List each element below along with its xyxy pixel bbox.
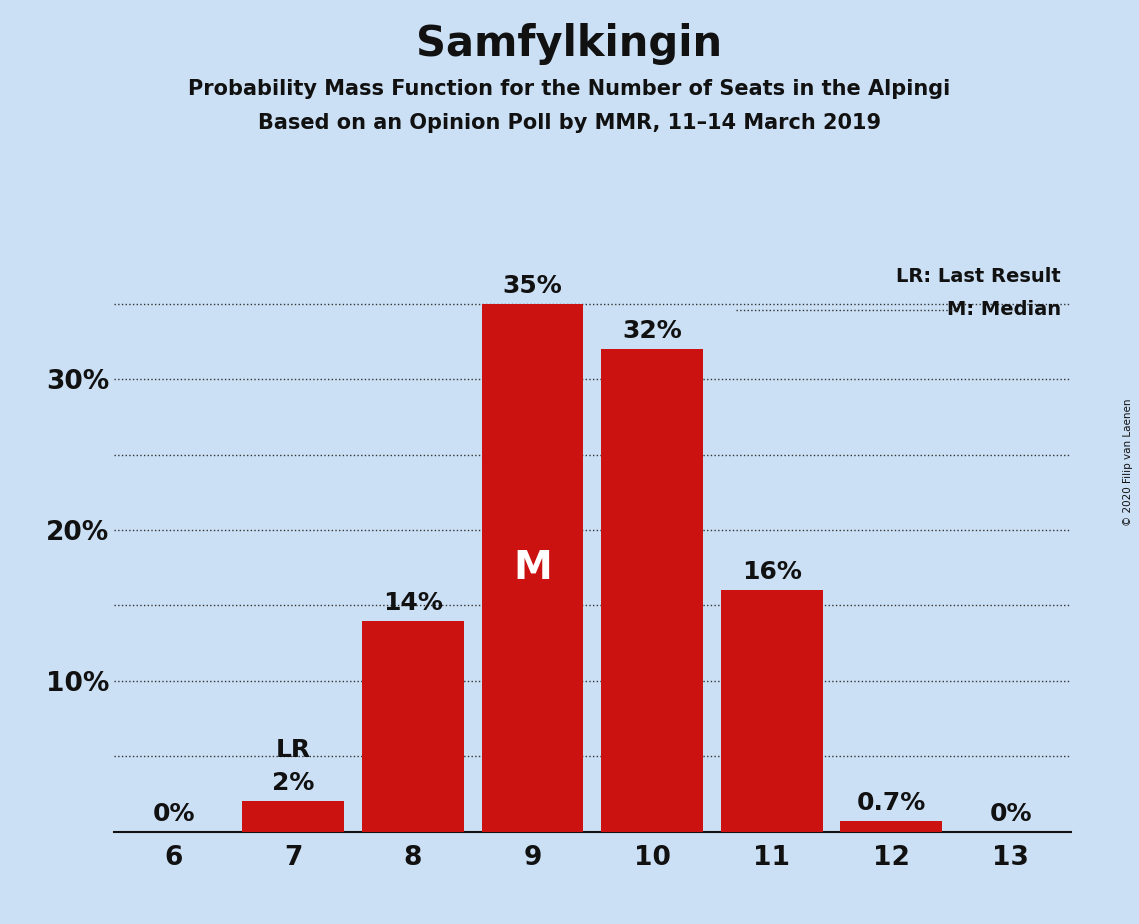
Text: 0%: 0% [153, 801, 195, 825]
Text: M: Median: M: Median [947, 300, 1062, 320]
Bar [362, 621, 464, 832]
Text: LR: Last Result: LR: Last Result [896, 267, 1062, 286]
Bar [482, 304, 583, 832]
Text: 2%: 2% [272, 772, 314, 796]
Text: 32%: 32% [622, 319, 682, 343]
Text: 0%: 0% [990, 801, 1032, 825]
Text: 16%: 16% [741, 560, 802, 584]
Text: Samfylkingin: Samfylkingin [417, 23, 722, 65]
Text: Probability Mass Function for the Number of Seats in the Alpingi: Probability Mass Function for the Number… [188, 79, 951, 99]
Text: LR: LR [276, 738, 311, 762]
Text: © 2020 Filip van Laenen: © 2020 Filip van Laenen [1123, 398, 1133, 526]
Text: 14%: 14% [383, 590, 443, 614]
Bar [601, 349, 703, 832]
Bar [841, 821, 942, 832]
Text: Based on an Opinion Poll by MMR, 11–14 March 2019: Based on an Opinion Poll by MMR, 11–14 M… [257, 113, 882, 133]
Bar [243, 801, 344, 832]
Text: 0.7%: 0.7% [857, 791, 926, 815]
Bar [721, 590, 822, 832]
Text: M: M [513, 549, 552, 587]
Text: 35%: 35% [502, 274, 563, 298]
